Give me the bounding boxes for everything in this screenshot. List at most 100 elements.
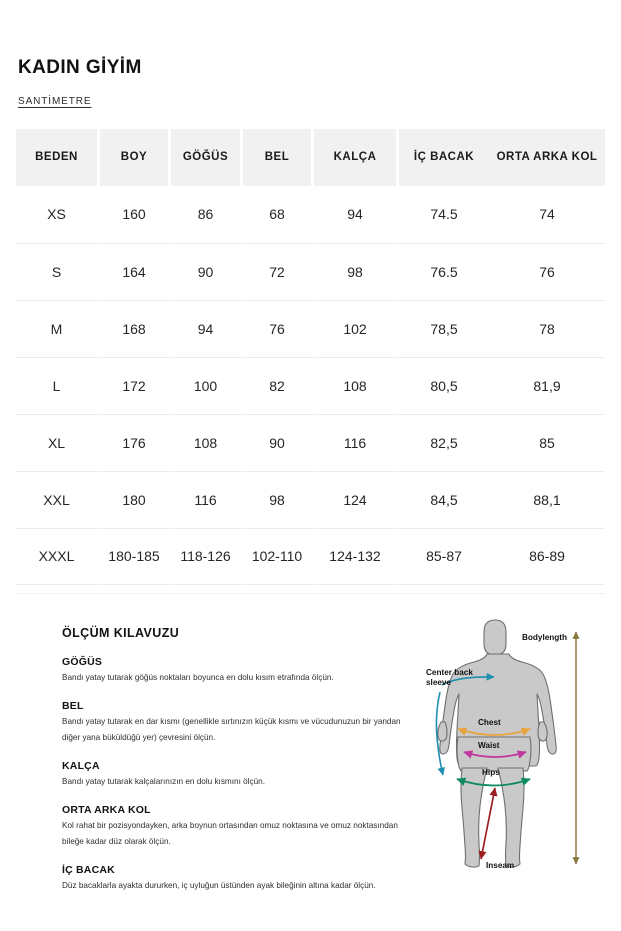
size-table-header: BEDEN BOY GÖĞÜS BEL KALÇA İÇ BACAK ORTA … (16, 128, 605, 186)
cell-gogus: 118-126 (171, 527, 243, 585)
label-chest: Chest (478, 718, 501, 727)
cell-orta-arka-kol: 78 (489, 299, 605, 357)
cell-kalca: 108 (314, 356, 399, 414)
guide-text-kalca: Bandı yatay tutarak kalçalarınızın en do… (62, 777, 265, 787)
guide-heading-bel: BEL (62, 700, 84, 712)
cell-gogus: 94 (171, 299, 243, 357)
cell-bel: 76 (243, 299, 314, 357)
size-table-container: BEDEN BOY GÖĞÜS BEL KALÇA İÇ BACAK ORTA … (16, 128, 605, 585)
cell-ic-bacak: 80,5 (399, 356, 489, 414)
cell-ic-bacak: 84,5 (399, 470, 489, 528)
table-row: XXL 180 116 98 124 84,5 88,1 (16, 470, 605, 528)
cell-kalca: 94 (314, 185, 399, 243)
cell-orta-arka-kol: 74 (539, 206, 555, 223)
hips-arrow (456, 777, 531, 787)
cell-bel: 72 (243, 242, 314, 300)
cell-orta-arka-kol: 88,1 (489, 470, 605, 528)
label-inseam: Inseam (486, 861, 514, 870)
label-center-back-sleeve-line2: sleeve (426, 678, 451, 687)
chest-arrow (457, 727, 531, 736)
guide-section-gogus: GÖĞÜS Bandı yatay tutarak göğüs noktalar… (62, 656, 430, 686)
table-row: XXXL 180-185 118-126 102-110 124-132 85-… (16, 527, 605, 585)
cell-boy: 176 (100, 413, 171, 471)
table-header-row: BEDEN BOY GÖĞÜS BEL KALÇA İÇ BACAK ORTA … (16, 128, 605, 186)
cell-bel: 68 (243, 185, 314, 243)
label-hips: Hips (482, 768, 500, 777)
cell-ic-bacak: 74.5 (430, 206, 458, 223)
waist-arrow (463, 750, 527, 759)
cell-kalca: 98 (314, 242, 399, 300)
cell-kalca: 116 (314, 413, 399, 471)
guide-heading-ic-bacak: İÇ BACAK (62, 864, 115, 877)
guide-text-orta-arka-kol: Kol rahat bir pozisyondayken, arka boynu… (62, 821, 398, 847)
guide-section-ic-bacak: İÇ BACAK Düz bacaklarla ayakta dururken,… (62, 864, 430, 894)
table-row: S 164 90 72 98 76.5 76 (16, 242, 605, 300)
cell-orta-arka-kol: 81,9 (489, 356, 605, 414)
table-bottom-divider (16, 592, 605, 594)
size-table-body: XS 160 86 68 94 74.5 74 S 164 90 72 98 7… (16, 185, 605, 585)
guide-section-kalca: KALÇA Bandı yatay tutarak kalçalarınızın… (62, 760, 430, 790)
inseam-arrow (478, 787, 498, 860)
table-row: M 168 94 76 102 78,5 78 (16, 299, 605, 357)
guide-text-gogus: Bandı yatay tutarak göğüs noktaları boyu… (62, 673, 334, 683)
table-row: L 172 100 82 108 80,5 81,9 (16, 356, 605, 414)
column-header-bel: BEL (243, 128, 314, 186)
guide-text-bel: Bandı yatay tutarak en dar kısmı (genell… (62, 717, 401, 743)
cell-boy: 180 (100, 470, 171, 528)
cell-orta-arka-kol: 85 (489, 413, 605, 471)
column-header-kalca: KALÇA (314, 128, 399, 186)
table-row: XS 160 86 68 94 74.5 74 (16, 185, 605, 243)
cell-ic-bacak: 78,5 (399, 299, 489, 357)
label-bodylength: Bodylength (522, 633, 567, 642)
cell-boy: 164 (100, 242, 171, 300)
measurement-guide: ÖLÇÜM KILAVUZU GÖĞÜS Bandı yatay tutarak… (0, 619, 621, 895)
cell-ic-bacak: 85-87 (399, 527, 489, 585)
size-table: BEDEN BOY GÖĞÜS BEL KALÇA İÇ BACAK ORTA … (16, 128, 605, 585)
cell-kalca: 124 (314, 470, 399, 528)
guide-section-orta-arka-kol: ORTA ARKA KOL Kol rahat bir pozisyondayk… (62, 804, 430, 850)
guide-heading-kalca: KALÇA (62, 760, 100, 773)
label-waist: Waist (478, 741, 500, 750)
cell-beden: L (16, 356, 100, 414)
cell-kalca: 124-132 (314, 527, 399, 585)
cell-ic-bacak: 82,5 (399, 413, 489, 471)
column-header-gogus: GÖĞÜS (171, 128, 243, 186)
measurement-guide-title: ÖLÇÜM KILAVUZU (62, 625, 180, 640)
cell-boy: 180-185 (100, 527, 171, 585)
cell-beden: XXXL (16, 527, 100, 585)
cell-gogus: 86 (171, 185, 243, 243)
cell-bel: 98 (243, 470, 314, 528)
cell-bel: 90 (243, 413, 314, 471)
cell-beden: S (16, 242, 100, 300)
cell-kalca: 102 (314, 299, 399, 357)
cell-beden: XL (16, 413, 100, 471)
measurement-guide-text: ÖLÇÜM KILAVUZU GÖĞÜS Bandı yatay tutarak… (62, 626, 430, 895)
cell-beden: M (16, 299, 100, 357)
cell-bel: 82 (243, 356, 314, 414)
cell-beden: XS (16, 185, 100, 243)
cell-boy: 168 (100, 299, 171, 357)
cell-orta-arka-kol: 76 (489, 242, 605, 300)
label-center-back-sleeve-line1: Center back (426, 668, 473, 677)
page-title: KADIN GİYİM (18, 57, 142, 78)
cell-gogus: 108 (171, 413, 243, 471)
table-row: XL 176 108 90 116 82,5 85 (16, 413, 605, 471)
center-back-sleeve-shoulder-arrow (441, 672, 495, 686)
guide-heading-gogus: GÖĞÜS (62, 655, 103, 668)
guide-heading-orta-arka-kol: ORTA ARKA KOL (62, 804, 151, 817)
cell-gogus: 100 (171, 356, 243, 414)
body-measurement-diagram: Bodylength Center back sleeve Chest Wais… (424, 616, 600, 878)
center-back-sleeve-arrow (435, 691, 445, 776)
unit-toggle-link[interactable]: SANTİMETRE (18, 95, 92, 107)
cell-beden: XXL (16, 470, 100, 528)
page-header: KADIN GİYİM SANTİMETRE (0, 0, 621, 109)
column-header-beden: BEDEN (16, 128, 100, 186)
guide-text-ic-bacak: Düz bacaklarla ayakta dururken, iç uyluğ… (62, 881, 376, 891)
cell-ic-bacak: 76.5 (399, 242, 489, 300)
cell-gogus: 90 (171, 242, 243, 300)
guide-section-bel: BEL Bandı yatay tutarak en dar kısmı (ge… (62, 700, 430, 746)
column-header-boy: BOY (100, 128, 171, 186)
cell-boy: 160 (100, 185, 171, 243)
cell-gogus: 116 (171, 470, 243, 528)
cell-boy: 172 (100, 356, 171, 414)
